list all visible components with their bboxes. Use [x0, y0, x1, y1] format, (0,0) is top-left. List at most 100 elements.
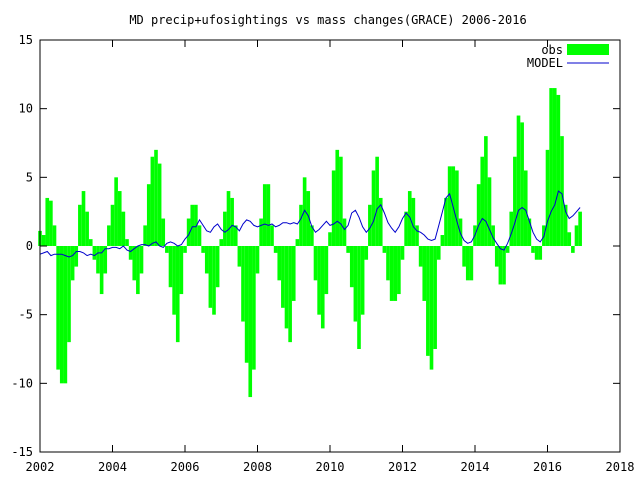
obs-bar [444, 197, 448, 246]
obs-bar [429, 246, 434, 370]
x-tick-label: 2012 [388, 460, 417, 474]
obs-bar [545, 149, 550, 246]
x-tick-label: 2016 [533, 460, 562, 474]
y-tick-label: 5 [26, 170, 33, 184]
obs-bar [339, 156, 343, 246]
obs-bar [45, 197, 50, 246]
obs-bar [491, 225, 495, 246]
obs-bar [291, 246, 296, 301]
obs-bar [226, 191, 231, 246]
plot-frame [39, 39, 621, 453]
obs-bar [186, 218, 191, 246]
obs-bar [502, 246, 506, 285]
legend: obs MODEL [527, 43, 609, 70]
y-tick-label: -5 [19, 308, 33, 322]
obs-bar [549, 88, 553, 246]
obs-bar [295, 239, 300, 246]
obs-bar [560, 136, 564, 246]
obs-bar [534, 246, 539, 260]
obs-bar [415, 225, 419, 246]
y-tick-label: 10 [19, 102, 33, 116]
legend-model-label: MODEL [527, 56, 563, 70]
obs-bar [259, 218, 263, 246]
obs-bar [81, 191, 86, 246]
obs-bar [88, 239, 93, 246]
obs-bar [299, 204, 303, 246]
obs-bar [154, 149, 158, 246]
obs-bar [302, 177, 307, 246]
obs-bar [168, 246, 173, 288]
obs-bar [552, 88, 557, 246]
obs-bar [447, 166, 452, 246]
obs-bar [357, 246, 361, 349]
obs-bar [531, 246, 535, 253]
x-tick-label: 2018 [606, 460, 635, 474]
obs-bar [70, 246, 75, 281]
obs-bar [440, 235, 445, 246]
obs-bar [103, 246, 108, 274]
obs-bar [400, 246, 405, 260]
obs-bar [469, 246, 474, 281]
obs-bar [386, 246, 390, 281]
y-tick-label: -10 [11, 376, 33, 390]
obs-bar [310, 225, 314, 246]
obs-bar [255, 246, 260, 274]
obs-bar [194, 204, 198, 246]
obs-bar [219, 239, 224, 246]
y-tick-label: -15 [11, 445, 33, 459]
obs-bar [208, 246, 213, 308]
x-tick-layer: 2002 2004 2006 2008 2010 2012 2014 2016 2018 [26, 40, 635, 474]
obs-bar [204, 246, 209, 274]
obs-bar [41, 235, 46, 246]
obs-bar [397, 246, 401, 295]
obs-bar [574, 225, 579, 246]
obs-bar [324, 246, 329, 295]
model-layer [39, 190, 581, 258]
legend-obs-label: obs [541, 43, 563, 57]
obs-bar [59, 246, 64, 384]
chart-title: MD precip+ufosightings vs mass changes(G… [129, 13, 526, 27]
obs-bar [212, 246, 216, 315]
obs-bar [523, 170, 528, 246]
obs-bar [509, 211, 514, 246]
obs-bar [480, 156, 485, 246]
obs-bar [404, 211, 408, 246]
obs-bar [49, 200, 53, 246]
obs-bar [67, 246, 71, 343]
obs-bar [320, 246, 325, 329]
obs-bar [56, 246, 60, 370]
obs-bar [244, 246, 249, 363]
x-tick-label: 2010 [316, 460, 345, 474]
obs-bar [223, 211, 227, 246]
obs-bar [567, 232, 572, 246]
obs-bar [110, 204, 115, 246]
x-tick-label: 2014 [461, 460, 490, 474]
obs-bar [125, 239, 129, 246]
obs-bar [335, 149, 340, 246]
obs-bar [52, 225, 57, 246]
obs-bar [484, 136, 488, 246]
obs-bar [143, 225, 147, 246]
obs-bar [563, 204, 568, 246]
obs-bar [114, 177, 118, 246]
obs-bar [215, 246, 220, 288]
obs-bar [179, 246, 184, 295]
obs-bar [393, 246, 398, 301]
obs-bar [306, 191, 311, 246]
obs-bar [527, 218, 532, 246]
obs-bar [248, 246, 253, 398]
obs-bar [273, 246, 278, 253]
obs-bar [136, 246, 140, 295]
obs-bar [183, 246, 187, 253]
obs-bar [328, 232, 332, 246]
obs-bar [252, 246, 256, 370]
obs-bar [317, 246, 321, 315]
obs-bar [262, 184, 267, 246]
obs-bar [571, 246, 575, 253]
y-tick-layer: -15 -10 -5 0 5 10 15 [11, 33, 620, 459]
obs-bar [578, 211, 582, 246]
obs-bar [426, 246, 430, 356]
obs-bar [378, 197, 383, 246]
obs-bar [422, 246, 427, 301]
obs-bar [197, 225, 202, 246]
